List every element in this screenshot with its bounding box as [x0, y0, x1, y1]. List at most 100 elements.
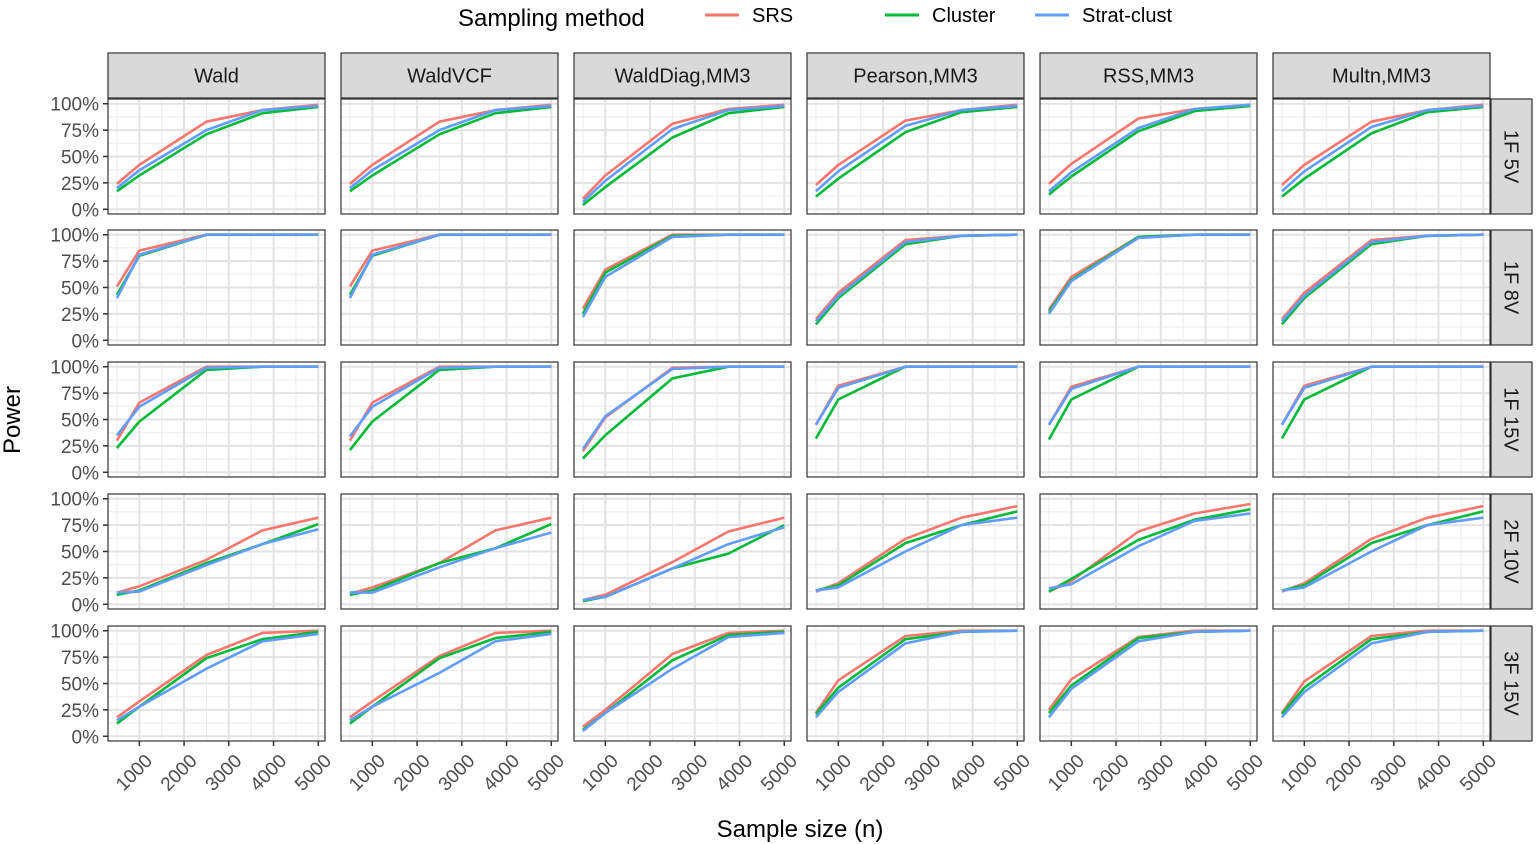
panel-border: [1039, 493, 1258, 610]
panel-border: [1272, 625, 1491, 742]
x-tick-label: 3000: [668, 751, 713, 796]
panel-border: [340, 98, 559, 215]
column-strip-rss-mm3: RSS,MM3: [1039, 52, 1258, 99]
panel-2f-10v-pearson-mm3: [806, 493, 1025, 610]
x-tick-label: 5000: [990, 751, 1035, 796]
y-tick-label: 0%: [72, 463, 100, 484]
panel-2f-10v-multn-mm3: [1272, 493, 1491, 610]
series-line-strat-clust: [1280, 365, 1484, 426]
column-strip-label: Pearson,MM3: [853, 66, 978, 88]
y-tick-label: 100%: [50, 490, 99, 511]
y-tick-label: 0%: [72, 200, 100, 221]
row-strip-label: 2F 10V: [1500, 519, 1522, 584]
panel-2f-10v-wald: 0% 25% 50% 75% 100%: [50, 490, 326, 616]
column-strip-label: Multn,MM3: [1332, 66, 1431, 88]
legend-entry-strat-clust: Strat-clust: [1035, 5, 1172, 27]
panel-1f-8v-pearson-mm3: [806, 229, 1025, 346]
panel-1f-15v-rss-mm3: [1039, 361, 1258, 478]
series-line-strat-clust: [1048, 512, 1251, 590]
series-line-strat-clust: [581, 233, 785, 318]
y-tick-label: 0%: [72, 727, 100, 748]
row-strip-1f-15v: 1F 15V: [1490, 361, 1533, 478]
panel-3f-15v-waldvcf: 1000 2000 3000 4000 5000: [340, 625, 569, 796]
column-strip-wald: Wald: [107, 52, 326, 99]
panel-1f-5v-pearson-mm3: [806, 98, 1025, 215]
y-tick-label: 50%: [61, 675, 99, 696]
x-tick-label: 2000: [390, 751, 435, 796]
y-tick-label: 25%: [61, 174, 99, 195]
panel-border: [806, 361, 1025, 478]
series-line-strat-clust: [1281, 516, 1484, 592]
panel-border: [340, 361, 559, 478]
legend-label-strat-clust: Strat-clust: [1082, 5, 1172, 27]
series-line-strat-clust: [1280, 233, 1484, 323]
panel-border: [340, 493, 559, 610]
x-tick-label: 5000: [524, 751, 569, 796]
series-line-cluster: [1281, 510, 1484, 592]
panel-1f-15v-walddiag-mm3: [573, 361, 792, 478]
panel-border: [806, 493, 1025, 610]
y-tick-label: 100%: [50, 358, 99, 379]
column-strip-waldvcf: WaldVCF: [340, 52, 559, 99]
y-tick-label: 25%: [61, 701, 99, 722]
series-line-strat-clust: [815, 516, 1018, 592]
legend-label-cluster: Cluster: [932, 5, 996, 27]
x-axis-title: Sample size (n): [717, 816, 884, 843]
column-strip-label: RSS,MM3: [1103, 66, 1194, 88]
y-tick-label: 75%: [61, 516, 99, 537]
panel-3f-15v-wald: 0% 25% 50% 75% 100% 1000 2000 3000 4000 5000: [50, 622, 335, 796]
y-tick-label: 100%: [50, 622, 99, 643]
panel-border: [340, 229, 559, 346]
x-tick-label: 3000: [202, 751, 247, 796]
series-line-cluster: [116, 105, 319, 193]
x-tick-label: 4000: [1178, 751, 1223, 796]
row-strip-1f-5v: 1F 5V: [1490, 98, 1533, 215]
series-line-strat-clust: [116, 104, 319, 190]
series-line-strat-clust: [348, 233, 552, 299]
x-tick-label: 3000: [901, 751, 946, 796]
y-tick-label: 50%: [61, 543, 99, 564]
panel-border: [1272, 98, 1491, 215]
legend: Sampling method SRS Cluster Strat-clust: [458, 5, 1172, 32]
series-line-cluster: [582, 105, 785, 207]
panel-2f-10v-waldvcf: [340, 493, 559, 610]
series-line-srs: [582, 629, 785, 728]
legend-entry-cluster: Cluster: [885, 5, 996, 27]
panel-border: [573, 98, 792, 215]
panel-border: [1272, 493, 1491, 610]
column-strip-multn-mm3: Multn,MM3: [1272, 52, 1491, 99]
row-strip-2f-10v: 2F 10V: [1490, 493, 1533, 610]
y-tick-label: 75%: [61, 384, 99, 405]
x-tick-label: 5000: [757, 751, 802, 796]
series-line-strat-clust: [1047, 233, 1251, 315]
series-line-srs: [349, 629, 552, 719]
x-tick-label: 4000: [479, 751, 524, 796]
row-strip-label: 1F 15V: [1500, 387, 1522, 452]
series-line-cluster: [1048, 104, 1251, 196]
y-tick-label: 25%: [61, 437, 99, 458]
panel-border: [573, 625, 792, 742]
panel-border: [806, 625, 1025, 742]
series-line-cluster: [349, 105, 552, 193]
panel-2f-10v-walddiag-mm3: [573, 493, 792, 610]
x-tick-label: 3000: [435, 751, 480, 796]
panel-3f-15v-pearson-mm3: 1000 2000 3000 4000 5000: [806, 625, 1035, 796]
row-strip-label: 3F 15V: [1500, 651, 1522, 716]
series-line-cluster: [815, 105, 1018, 198]
panel-1f-8v-rss-mm3: [1039, 229, 1258, 346]
panel-border: [1039, 361, 1258, 478]
panel-border: [1039, 229, 1258, 346]
x-tick-label: 1000: [578, 751, 623, 796]
series-line-strat-clust: [815, 104, 1018, 193]
series-line-cluster: [815, 510, 1018, 592]
series-line-strat-clust: [1281, 104, 1484, 193]
x-tick-label: 2000: [856, 751, 901, 796]
column-strip-walddiag-mm3: WaldDiag,MM3: [573, 52, 792, 99]
row-strip-1f-8v: 1F 8V: [1490, 229, 1533, 346]
series-line-srs: [116, 629, 319, 719]
x-tick-label: 4000: [712, 751, 757, 796]
series-line-strat-clust: [348, 365, 552, 438]
x-tick-label: 2000: [1322, 751, 1367, 796]
panel-border: [806, 229, 1025, 346]
